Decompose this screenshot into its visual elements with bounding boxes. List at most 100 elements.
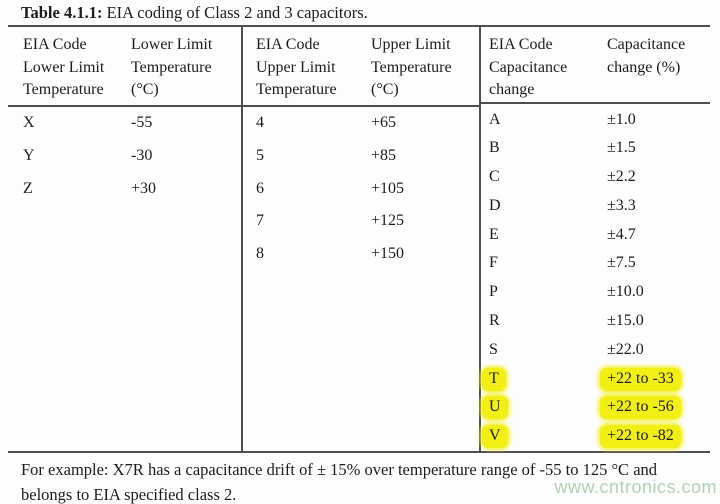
- eia-code-text: C: [489, 168, 500, 186]
- eia-code-text: D: [489, 196, 501, 214]
- eia-code-text: S: [489, 340, 498, 358]
- value-text: ±10.0: [607, 283, 644, 301]
- eia-code-text: B: [489, 139, 500, 157]
- eia-code-text: 6: [256, 179, 264, 197]
- eia-code-text: E: [489, 225, 499, 243]
- eia-code-text: U: [482, 396, 508, 420]
- eia-code-cell: Z: [8, 178, 118, 200]
- eia-code-cell: X: [8, 112, 118, 134]
- eia-code-cell: R: [481, 310, 596, 332]
- value-text: +22 to -56: [600, 396, 681, 420]
- value-cell: ±1.0: [596, 109, 636, 131]
- table-row: C ±2.2: [481, 166, 710, 195]
- eia-code-cell: T: [481, 367, 596, 391]
- section-header: EIA Code Lower Limit Temperature Lower L…: [8, 27, 241, 107]
- value-text: +30: [131, 179, 157, 197]
- eia-code-cell: 7: [243, 210, 358, 232]
- value-text: +105: [371, 179, 405, 197]
- section-body: X -55 Y -30 Z +30: [8, 107, 241, 451]
- value-text: ±1.5: [607, 139, 636, 157]
- eia-code-text: T: [482, 367, 506, 391]
- eia-coding-table: EIA Code Lower Limit Temperature Lower L…: [8, 25, 710, 453]
- table-row: V +22 to -82: [481, 425, 710, 454]
- value-text: ±4.7: [607, 225, 636, 243]
- value-text: ±2.2: [607, 168, 636, 186]
- value-cell: +65: [358, 112, 396, 134]
- value-text: ±1.0: [607, 110, 636, 128]
- section-capacitance-change: EIA Code Capacitance change Capacitance …: [479, 27, 710, 451]
- section-upper-limit-temperature: EIA Code Upper Limit Temperature Upper L…: [241, 27, 479, 451]
- table-row: A ±1.0: [481, 109, 710, 138]
- table-row: E ±4.7: [481, 224, 710, 253]
- value-cell: +105: [358, 178, 404, 200]
- value-cell: ±10.0: [596, 281, 644, 303]
- eia-code-cell: 5: [243, 145, 358, 167]
- eia-code-cell: 6: [243, 178, 358, 200]
- eia-code-cell: D: [481, 195, 596, 217]
- eia-code-cell: P: [481, 281, 596, 303]
- table-row: 4 +65: [243, 112, 479, 145]
- column-header-lower-limit-temperature: Lower Limit Temperature (°C): [131, 36, 213, 98]
- value-text: +65: [371, 114, 397, 131]
- value-cell: +30: [118, 178, 156, 200]
- value-text: -30: [131, 146, 153, 164]
- value-cell: +22 to -56: [596, 396, 681, 420]
- section-body: 4 +65 5 +85 6 +105 7 +125 8 +150: [243, 107, 479, 451]
- value-text: +85: [371, 146, 397, 164]
- section-header: EIA Code Capacitance change Capacitance …: [481, 27, 710, 104]
- eia-code-cell: Y: [8, 145, 118, 167]
- table-row: D ±3.3: [481, 195, 710, 224]
- column-header-upper-limit-temperature: Upper Limit Temperature (°C): [371, 36, 452, 98]
- table-row: P ±10.0: [481, 281, 710, 310]
- column-header-eia-code-upper-limit: EIA Code Upper Limit Temperature: [256, 36, 337, 98]
- column-header-capacitance-change-percent: Capacitance change (%): [607, 36, 686, 76]
- table-row: F ±7.5: [481, 252, 710, 281]
- value-text: +150: [371, 245, 405, 263]
- value-text: -55: [131, 114, 153, 131]
- value-cell: +85: [358, 145, 396, 167]
- eia-code-text: P: [489, 283, 498, 301]
- eia-code-text: V: [482, 425, 508, 449]
- value-cell: +22 to -82: [596, 425, 681, 449]
- value-cell: +150: [358, 243, 404, 265]
- value-text: ±7.5: [607, 254, 636, 272]
- eia-code-text: R: [489, 312, 500, 330]
- value-text: ±22.0: [607, 340, 644, 358]
- value-text: +125: [371, 212, 405, 230]
- value-text: ±15.0: [607, 312, 644, 330]
- table-row: R ±15.0: [481, 310, 710, 339]
- eia-code-text: 5: [256, 146, 264, 164]
- value-cell: ±3.3: [596, 195, 636, 217]
- table-row: 5 +85: [243, 145, 479, 178]
- value-cell: ±22.0: [596, 339, 644, 361]
- table-row: 6 +105: [243, 178, 479, 211]
- eia-code-text: Z: [23, 179, 33, 197]
- table-row: X -55: [8, 112, 241, 145]
- value-cell: +125: [358, 210, 404, 232]
- section-body: A ±1.0 B ±1.5 C ±2.2 D ±3.3 E ±4.7 F ±7.5 P ±10.0 R ±15…: [481, 104, 710, 455]
- value-cell: ±1.5: [596, 137, 636, 159]
- eia-code-cell: 4: [243, 112, 358, 134]
- table-row: U +22 to -56: [481, 396, 710, 425]
- table-row: 7 +125: [243, 210, 479, 243]
- column-header-eia-code-capacitance-change: EIA Code Capacitance change: [489, 36, 568, 98]
- table-row: Z +30: [8, 178, 241, 211]
- eia-code-cell: E: [481, 224, 596, 246]
- section-header: EIA Code Upper Limit Temperature Upper L…: [243, 27, 479, 107]
- eia-code-cell: S: [481, 339, 596, 361]
- value-cell: ±7.5: [596, 252, 636, 274]
- eia-code-text: A: [489, 110, 501, 128]
- eia-code-text: 7: [256, 212, 264, 230]
- table-caption-number: Table 4.1.1:: [21, 3, 103, 22]
- value-cell: ±2.2: [596, 166, 636, 188]
- table-caption: Table 4.1.1: EIA coding of Class 2 and 3…: [21, 2, 368, 24]
- value-text: +22 to -82: [600, 425, 681, 449]
- eia-code-cell: F: [481, 252, 596, 274]
- table-row: B ±1.5: [481, 137, 710, 166]
- eia-code-cell: 8: [243, 243, 358, 265]
- value-text: ±3.3: [607, 196, 636, 214]
- value-cell: ±4.7: [596, 224, 636, 246]
- eia-code-text: 8: [256, 245, 264, 263]
- value-cell: +22 to -33: [596, 367, 681, 391]
